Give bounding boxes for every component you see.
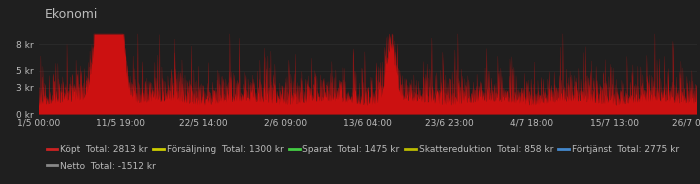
Legend: Netto  Total: -1512 kr: Netto Total: -1512 kr bbox=[43, 158, 160, 174]
Text: Ekonomi: Ekonomi bbox=[45, 8, 99, 21]
